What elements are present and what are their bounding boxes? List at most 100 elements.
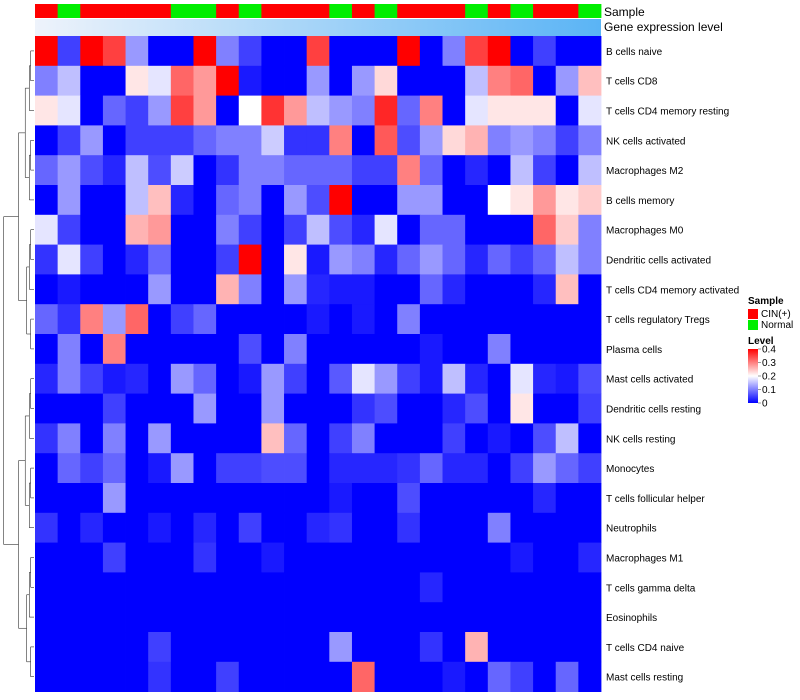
heatmap-cell bbox=[193, 423, 217, 454]
heatmap-cell bbox=[510, 36, 534, 67]
heatmap-cell bbox=[261, 632, 285, 663]
heatmap-cell bbox=[351, 542, 375, 573]
heatmap-cell bbox=[125, 155, 149, 186]
heatmap-cell bbox=[555, 244, 579, 275]
heatmap-cell bbox=[80, 602, 104, 633]
heatmap-cell bbox=[80, 274, 104, 305]
heatmap-cell bbox=[148, 65, 172, 96]
heatmap-cell bbox=[193, 274, 217, 305]
heatmap-cell bbox=[148, 602, 172, 633]
heatmap-cell bbox=[465, 65, 489, 96]
heatmap-cell bbox=[284, 304, 308, 335]
heatmap-cell bbox=[578, 36, 602, 67]
heatmap-cell bbox=[148, 453, 172, 484]
heatmap-cell bbox=[397, 453, 421, 484]
heatmap-cell bbox=[216, 214, 240, 245]
heatmap-cell bbox=[193, 483, 217, 514]
heatmap-cell bbox=[374, 95, 398, 126]
heatmap-cell bbox=[374, 572, 398, 603]
heatmap-cell bbox=[329, 393, 353, 424]
heatmap-cell bbox=[487, 393, 511, 424]
row-label: T cells follicular helper bbox=[606, 494, 705, 505]
heatmap-cell bbox=[35, 334, 59, 365]
heatmap-cell bbox=[351, 661, 375, 692]
heatmap-cell bbox=[125, 274, 149, 305]
heatmap-cell bbox=[374, 542, 398, 573]
heatmap-cell bbox=[533, 572, 557, 603]
heatmap-cell bbox=[193, 185, 217, 216]
heatmap-cell bbox=[57, 125, 81, 156]
heatmap-cell bbox=[374, 393, 398, 424]
heatmap-cell bbox=[125, 125, 149, 156]
heatmap-cell bbox=[35, 453, 59, 484]
heatmap-cell bbox=[216, 572, 240, 603]
heatmap-cell bbox=[170, 512, 194, 543]
row-labels: B cells naive T cells CD8 T cells CD4 memo… bbox=[606, 47, 739, 684]
sample-annotation-cell bbox=[419, 4, 443, 18]
heatmap-cell bbox=[374, 125, 398, 156]
heatmap-cell bbox=[442, 65, 466, 96]
heatmap-cell bbox=[374, 214, 398, 245]
legend-tick-label: 0.2 bbox=[762, 372, 776, 383]
heatmap-cell bbox=[510, 453, 534, 484]
heatmap-cell bbox=[329, 185, 353, 216]
heatmap-cell bbox=[306, 185, 330, 216]
expression-level-track bbox=[35, 19, 601, 36]
heatmap-cell bbox=[193, 334, 217, 365]
heatmap-cell bbox=[510, 542, 534, 573]
row-label: Macrophages M1 bbox=[606, 554, 684, 565]
heatmap-cell bbox=[419, 65, 443, 96]
heatmap-cell bbox=[374, 363, 398, 394]
heatmap-cell bbox=[533, 602, 557, 633]
heatmap-cell bbox=[397, 393, 421, 424]
heatmap-cell bbox=[238, 483, 262, 514]
heatmap-cell bbox=[329, 661, 353, 692]
heatmap-cell bbox=[465, 95, 489, 126]
heatmap-cell bbox=[442, 632, 466, 663]
heatmap-cell bbox=[329, 632, 353, 663]
heatmap-cell bbox=[487, 334, 511, 365]
heatmap-cell bbox=[193, 304, 217, 335]
heatmap-cell bbox=[216, 65, 240, 96]
heatmap-cell bbox=[329, 65, 353, 96]
heatmap-cell bbox=[397, 244, 421, 275]
row-label: T cells CD8 bbox=[606, 77, 658, 88]
heatmap-cell bbox=[216, 632, 240, 663]
heatmap-cell bbox=[306, 483, 330, 514]
heatmap-cell bbox=[57, 512, 81, 543]
heatmap-cell bbox=[80, 661, 104, 692]
heatmap-cell bbox=[284, 363, 308, 394]
heatmap-cell bbox=[80, 304, 104, 335]
heatmap-cell bbox=[465, 274, 489, 305]
heatmap-cell bbox=[35, 274, 59, 305]
heatmap-cell bbox=[148, 363, 172, 394]
legend-tick-label: 0.4 bbox=[762, 345, 776, 356]
heatmap-cell bbox=[193, 542, 217, 573]
heatmap-cell bbox=[578, 661, 602, 692]
sample-annotation-cell bbox=[102, 4, 126, 18]
heatmap-cell bbox=[487, 95, 511, 126]
heatmap-cell bbox=[465, 36, 489, 67]
heatmap-cell bbox=[238, 363, 262, 394]
heatmap-cell bbox=[35, 304, 59, 335]
heatmap-cell bbox=[487, 214, 511, 245]
heatmap-cell bbox=[57, 185, 81, 216]
heatmap-cell bbox=[351, 393, 375, 424]
heatmap-cell bbox=[510, 602, 534, 633]
heatmap-cell bbox=[306, 661, 330, 692]
heatmap-cell bbox=[284, 334, 308, 365]
heatmap-cell bbox=[261, 155, 285, 186]
heatmap-cell bbox=[578, 185, 602, 216]
heatmap-cell bbox=[102, 602, 126, 633]
heatmap-cell bbox=[510, 214, 534, 245]
heatmap-cell bbox=[510, 185, 534, 216]
heatmap-cell bbox=[80, 632, 104, 663]
heatmap-cell bbox=[419, 363, 443, 394]
heatmap-cell bbox=[284, 602, 308, 633]
heatmap-cell bbox=[465, 363, 489, 394]
heatmap-cell bbox=[170, 155, 194, 186]
sample-annotation-cell bbox=[578, 4, 602, 18]
heatmap-cell bbox=[465, 155, 489, 186]
heatmap-cell bbox=[442, 125, 466, 156]
heatmap-cell bbox=[261, 125, 285, 156]
